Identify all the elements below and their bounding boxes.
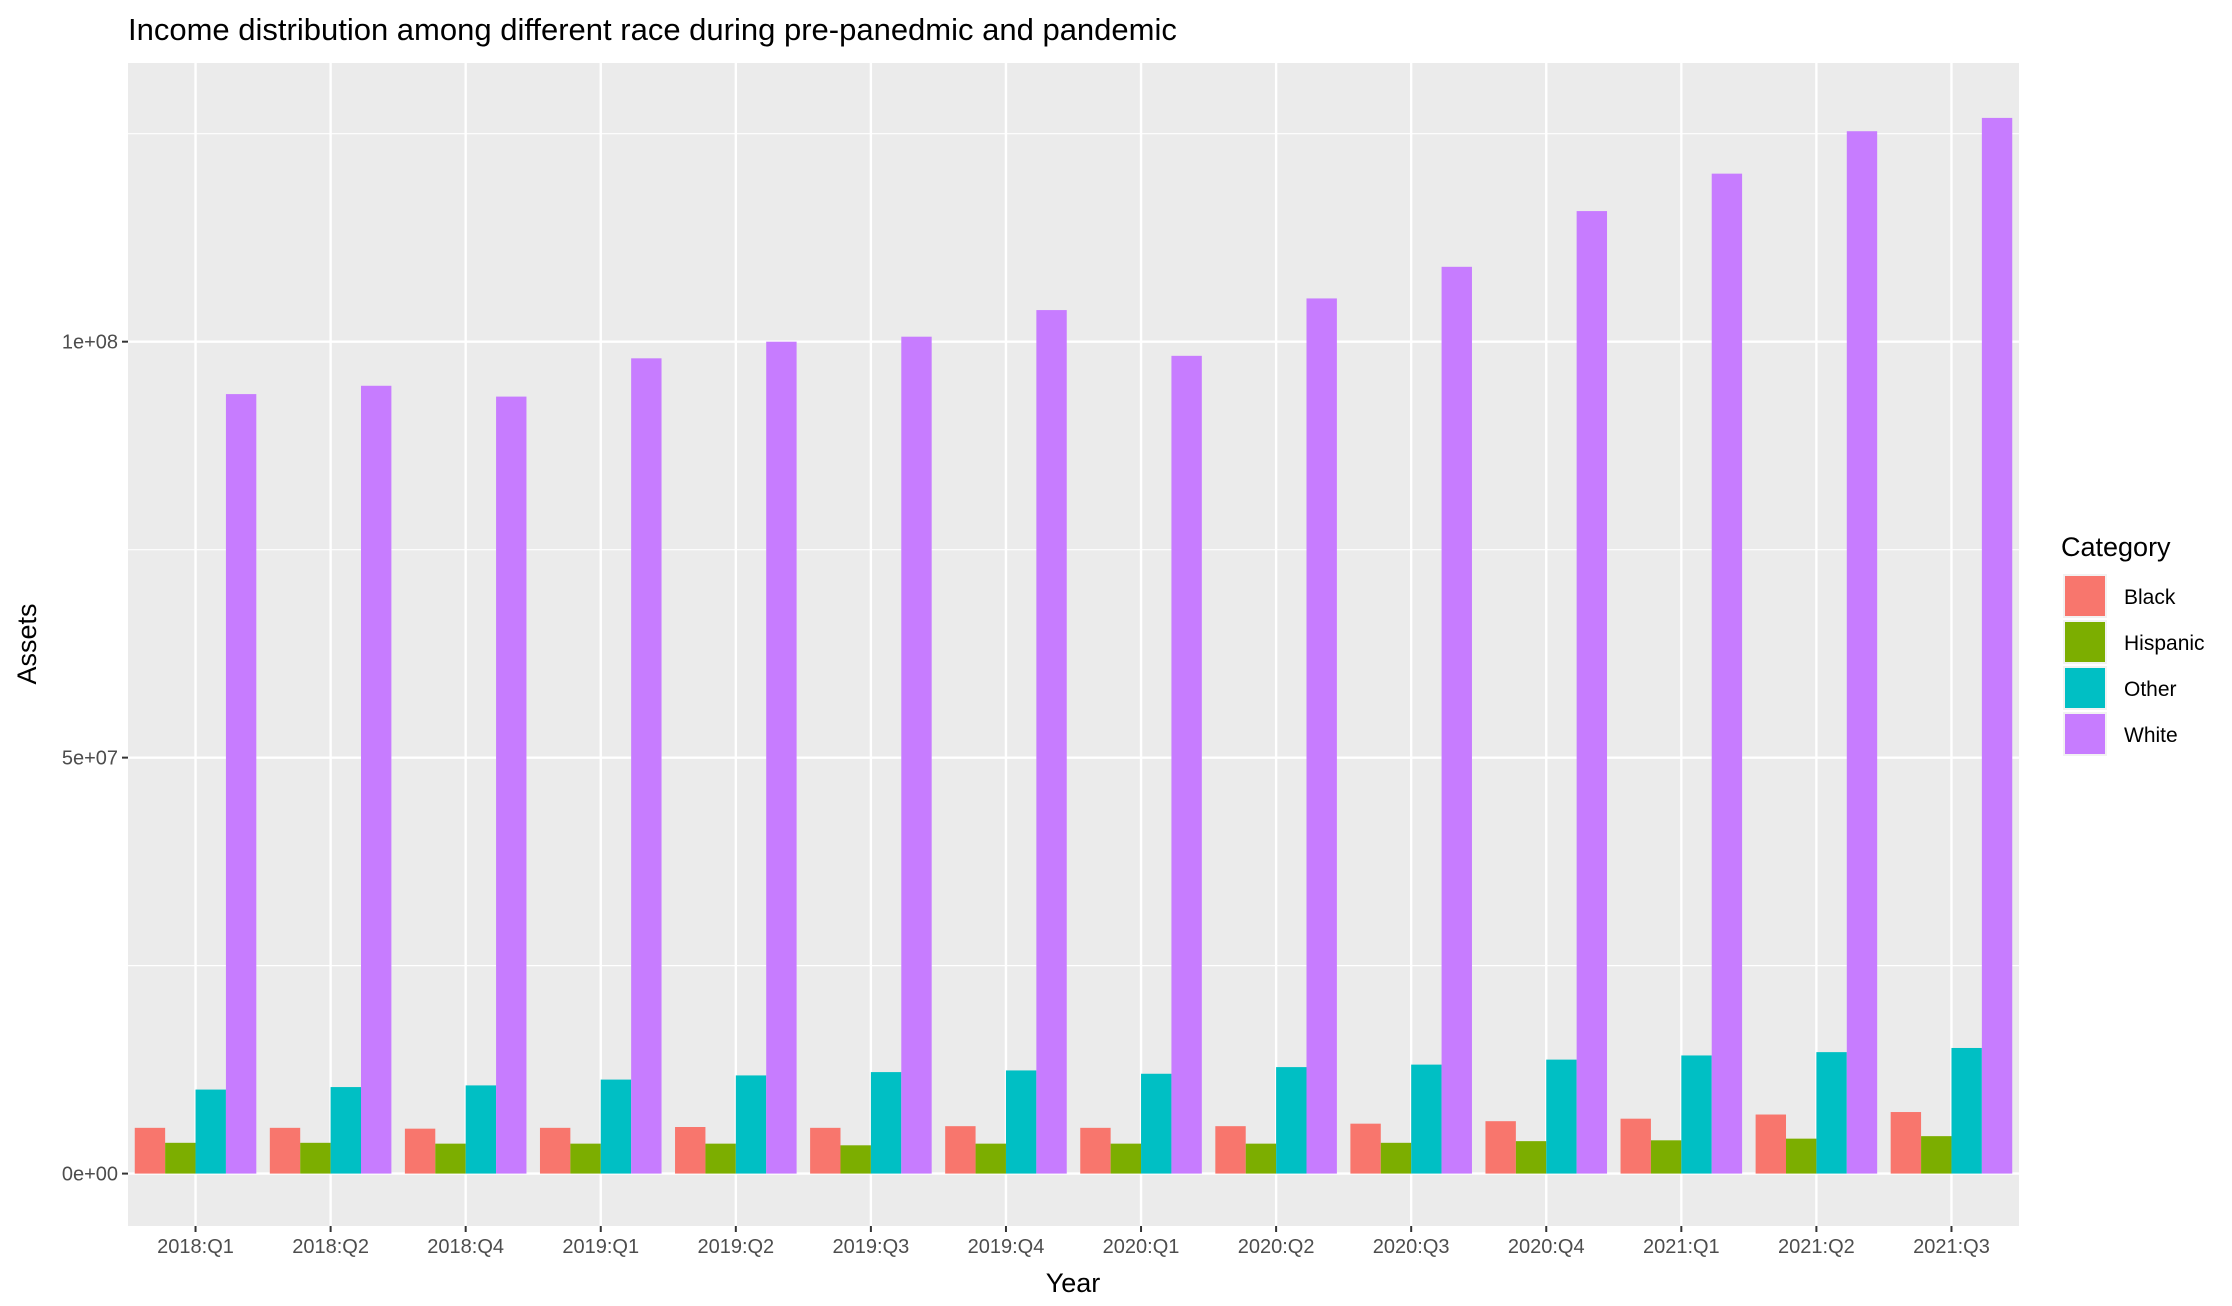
bar-black-2021-q1 (1620, 1118, 1651, 1174)
x-tick-label: 2019:Q4 (968, 1236, 1045, 1258)
plot-panel (128, 63, 2019, 1226)
legend: Category Black Hispanic Other White (2061, 532, 2205, 756)
bar-hispanic-2020-q4 (1515, 1141, 1547, 1174)
legend-swatch-other (2065, 668, 2105, 708)
bar-other-2020-q2 (1276, 1067, 1307, 1174)
bar-white-2020-q3 (1441, 266, 1472, 1174)
x-tick-label: 2018:Q1 (157, 1236, 234, 1258)
bar-white-2021-q3 (1981, 117, 2013, 1174)
x-tick-label: 2018:Q2 (292, 1236, 369, 1258)
bar-white-2019-q3 (901, 336, 932, 1174)
y-axis-title: Assets (12, 603, 42, 684)
bar-hispanic-2019-q3 (840, 1145, 871, 1174)
bar-other-2019-q3 (870, 1072, 902, 1174)
x-tick-label: 2019:Q2 (697, 1236, 774, 1258)
x-tick-label: 2021:Q3 (1913, 1236, 1990, 1258)
bar-hispanic-2018-q4 (435, 1143, 466, 1174)
x-tick-label: 2021:Q1 (1643, 1236, 1720, 1258)
y-tick-label: 0e+00 (62, 1164, 118, 1186)
x-tick-label: 2019:Q1 (562, 1236, 639, 1258)
bar-other-2021-q3 (1951, 1047, 1982, 1174)
legend-swatch-hispanic (2065, 622, 2105, 662)
chart-title: Income distribution among different race… (128, 12, 1177, 47)
bar-white-2021-q1 (1711, 173, 1743, 1174)
x-axis-title: Year (1046, 1268, 1101, 1298)
x-tick-label: 2019:Q3 (833, 1236, 910, 1258)
bar-other-2020-q1 (1141, 1073, 1172, 1174)
bar-white-2020-q4 (1576, 211, 1608, 1174)
bar-white-2019-q4 (1036, 310, 1067, 1174)
grid-lines (128, 63, 2019, 1226)
bar-white-2020-q1 (1171, 355, 1202, 1174)
bar-hispanic-2018-q1 (165, 1142, 196, 1174)
bar-hispanic-2020-q1 (1110, 1143, 1142, 1174)
bar-black-2018-q4 (404, 1128, 436, 1174)
bar-other-2021-q2 (1816, 1052, 1847, 1174)
bar-other-2020-q4 (1546, 1059, 1577, 1174)
x-tick-label: 2021:Q2 (1778, 1236, 1855, 1258)
x-tick-label: 2020:Q1 (1103, 1236, 1180, 1258)
y-tick-label: 5e+07 (62, 748, 118, 770)
bar-other-2019-q1 (600, 1079, 632, 1174)
bar-other-2018-q1 (195, 1089, 226, 1174)
bar-other-2020-q3 (1411, 1064, 1442, 1174)
legend-title: Category (2061, 532, 2171, 562)
bar-hispanic-2021-q1 (1650, 1140, 1682, 1174)
x-tick-label: 2020:Q3 (1373, 1236, 1450, 1258)
x-tick-label: 2020:Q2 (1238, 1236, 1315, 1258)
bar-black-2020-q3 (1350, 1123, 1381, 1174)
bar-black-2019-q1 (539, 1127, 571, 1174)
bar-white-2020-q2 (1306, 298, 1337, 1174)
bar-white-2018-q1 (225, 394, 257, 1174)
bar-black-2021-q3 (1890, 1112, 1922, 1174)
bar-white-2021-q2 (1846, 131, 1878, 1174)
bar-hispanic-2021-q2 (1786, 1138, 1817, 1174)
bar-hispanic-2020-q2 (1245, 1143, 1277, 1174)
bar-black-2021-q2 (1755, 1114, 1787, 1174)
bar-hispanic-2018-q2 (300, 1142, 331, 1174)
legend-label-hispanic: Hispanic (2124, 632, 2205, 655)
bar-other-2019-q2 (735, 1075, 767, 1174)
bar-black-2019-q4 (945, 1126, 976, 1174)
legend-swatch-white (2065, 714, 2105, 754)
bar-black-2019-q3 (810, 1127, 841, 1174)
bar-black-2020-q2 (1215, 1126, 1246, 1174)
y-tick-label: 1e+08 (62, 332, 118, 354)
bar-black-2018-q2 (269, 1127, 301, 1174)
bar-hispanic-2020-q3 (1380, 1142, 1412, 1174)
bar-other-2019-q4 (1005, 1070, 1037, 1174)
legend-label-white: White (2124, 724, 2178, 747)
x-tick-label: 2020:Q4 (1508, 1236, 1585, 1258)
legend-label-other: Other (2124, 678, 2177, 701)
legend-label-black: Black (2124, 586, 2176, 609)
x-axis-ticks: 2018:Q1 2018:Q2 2018:Q4 2019:Q1 2019:Q2 2019:… (157, 1226, 1990, 1258)
bar-hispanic-2019-q4 (975, 1143, 1006, 1174)
bar-white-2019-q2 (766, 341, 797, 1174)
bars (134, 117, 2013, 1174)
bar-hispanic-2019-q2 (705, 1143, 736, 1174)
bar-black-2020-q1 (1080, 1127, 1111, 1174)
bar-hispanic-2019-q1 (570, 1143, 601, 1174)
bar-white-2019-q1 (631, 358, 662, 1174)
x-tick-label: 2018:Q4 (427, 1236, 504, 1258)
bar-other-2018-q2 (330, 1087, 361, 1174)
bar-black-2019-q2 (675, 1127, 706, 1174)
bar-other-2021-q1 (1681, 1055, 1712, 1174)
bar-black-2020-q4 (1485, 1121, 1516, 1174)
bar-hispanic-2021-q3 (1921, 1136, 1952, 1174)
y-axis-ticks: 0e+00 5e+07 1e+08 (62, 332, 128, 1186)
legend-swatch-black (2065, 576, 2105, 616)
bar-white-2018-q2 (360, 385, 392, 1174)
bar-black-2018-q1 (134, 1127, 166, 1174)
bar-white-2018-q4 (496, 396, 527, 1174)
bar-other-2018-q4 (465, 1085, 497, 1174)
